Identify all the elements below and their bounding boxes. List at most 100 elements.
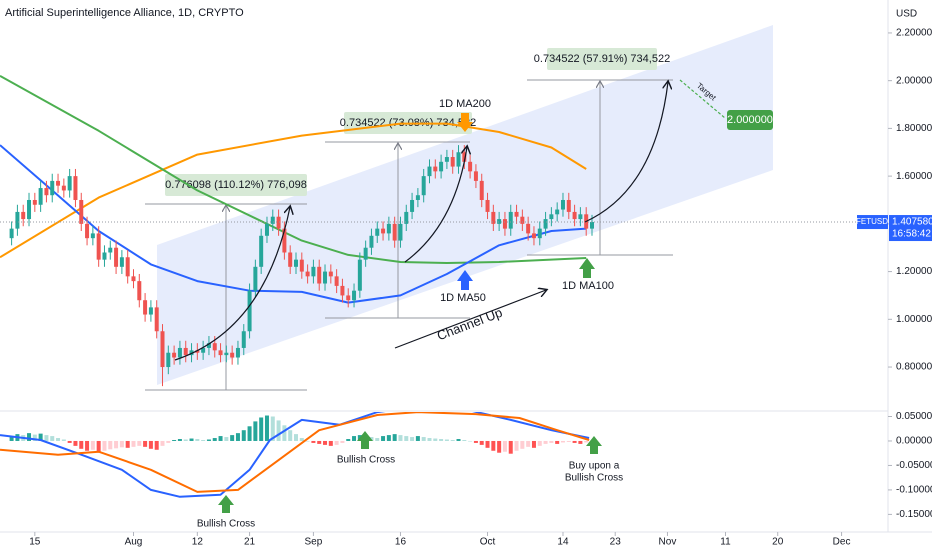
candle-body [32, 199, 37, 205]
histogram-bar [473, 440, 478, 443]
candle-body [508, 211, 513, 229]
histogram-bar [131, 440, 136, 447]
histogram-bar [560, 440, 565, 443]
histogram-bar [439, 439, 444, 441]
candle-body [381, 228, 386, 234]
candle-body [352, 290, 357, 301]
candle-body [259, 235, 264, 267]
candle-body [479, 180, 484, 200]
candle-body [543, 219, 548, 229]
histogram-bar [479, 440, 484, 445]
histogram-bar [375, 438, 380, 441]
histogram-bar [381, 436, 386, 441]
histogram-bar [572, 440, 577, 443]
histogram-bar [259, 417, 264, 441]
histogram-bar [421, 437, 426, 441]
histogram-bar [61, 439, 66, 441]
candle-body [444, 157, 449, 162]
candle-body [363, 247, 368, 260]
histogram-bar [323, 440, 328, 445]
price-box [889, 215, 932, 242]
candle-body [189, 350, 194, 356]
histogram-bar [415, 436, 420, 441]
histogram-bar [497, 440, 502, 453]
candle-body [143, 300, 148, 315]
candle-body [323, 271, 328, 284]
buy-label: Buy upon a [569, 461, 620, 472]
x-tick-label: Oct [480, 537, 496, 548]
histogram-bar [102, 440, 107, 451]
candle-body [566, 199, 571, 212]
candle-body [125, 257, 130, 277]
ma-label: 1D MA200 [439, 98, 491, 110]
histogram-bar [352, 436, 357, 441]
candle-body [131, 276, 136, 282]
histogram-bar [9, 436, 14, 441]
candle-body [340, 285, 345, 296]
histogram-bar [241, 430, 246, 441]
candle-body [282, 228, 287, 253]
candle-body [531, 233, 536, 239]
histogram-bar [531, 440, 536, 448]
histogram-bar [427, 438, 432, 441]
histogram-bar [206, 439, 211, 441]
indicator-line [0, 75, 587, 264]
histogram-bar [491, 440, 496, 451]
candle-body [67, 176, 72, 191]
arrow [457, 113, 473, 132]
histogram-bar [183, 439, 188, 441]
candle-body [294, 259, 298, 267]
indicator-line [0, 122, 587, 259]
candle-body [328, 271, 333, 277]
histogram-bar [369, 437, 374, 441]
histogram-bar [44, 435, 49, 441]
x-tick-label: 21 [244, 537, 256, 548]
candle-body [38, 188, 43, 205]
candle-body [410, 199, 415, 212]
x-tick-label: Dec [833, 537, 851, 548]
histogram-bar [253, 421, 258, 441]
indicator-line [0, 412, 590, 493]
projections [174, 82, 668, 361]
candle-body [9, 228, 14, 239]
histogram-bar [154, 440, 159, 450]
histogram-bar [224, 437, 229, 441]
histogram-bar [404, 436, 409, 441]
histogram-bar [270, 416, 275, 441]
last-price: 1.407580 [892, 217, 932, 228]
cross-label: Bullish Cross [197, 519, 255, 530]
candle-body [590, 222, 594, 229]
histogram-bar [56, 438, 61, 441]
candle-body [218, 350, 223, 356]
candle-body [386, 223, 391, 234]
measure-label: 0.734522 (57.91%) 734,522 [534, 53, 670, 65]
histogram-bar [282, 425, 287, 441]
candle-body [230, 352, 235, 358]
axes: 0.8000001.0000001.2000001.4000001.600000… [29, 28, 932, 548]
ma-label: 1D MA50 [440, 292, 486, 304]
candle-body [427, 166, 432, 177]
histogram-bar [166, 440, 171, 443]
histogram-bar [514, 440, 519, 451]
candle-body [235, 347, 240, 358]
histogram-bar [177, 439, 182, 441]
histogram-bar [462, 439, 467, 441]
histogram-bar [549, 440, 554, 443]
histogram-bar [450, 439, 455, 441]
candle-body [119, 257, 124, 267]
candle-body [549, 214, 554, 220]
x-tick-label: Nov [659, 537, 677, 548]
indicator-line [0, 412, 590, 498]
candle-body [201, 347, 206, 353]
candle-body [439, 161, 444, 172]
histogram-bar [201, 439, 206, 441]
candle-body [334, 276, 339, 286]
candle-body [288, 252, 293, 267]
histogram-bar [90, 440, 95, 450]
y-tick-label: 1.200000 [896, 266, 932, 277]
histogram-bar [502, 440, 507, 452]
histogram-bar [79, 440, 84, 449]
candle-body [137, 281, 142, 301]
